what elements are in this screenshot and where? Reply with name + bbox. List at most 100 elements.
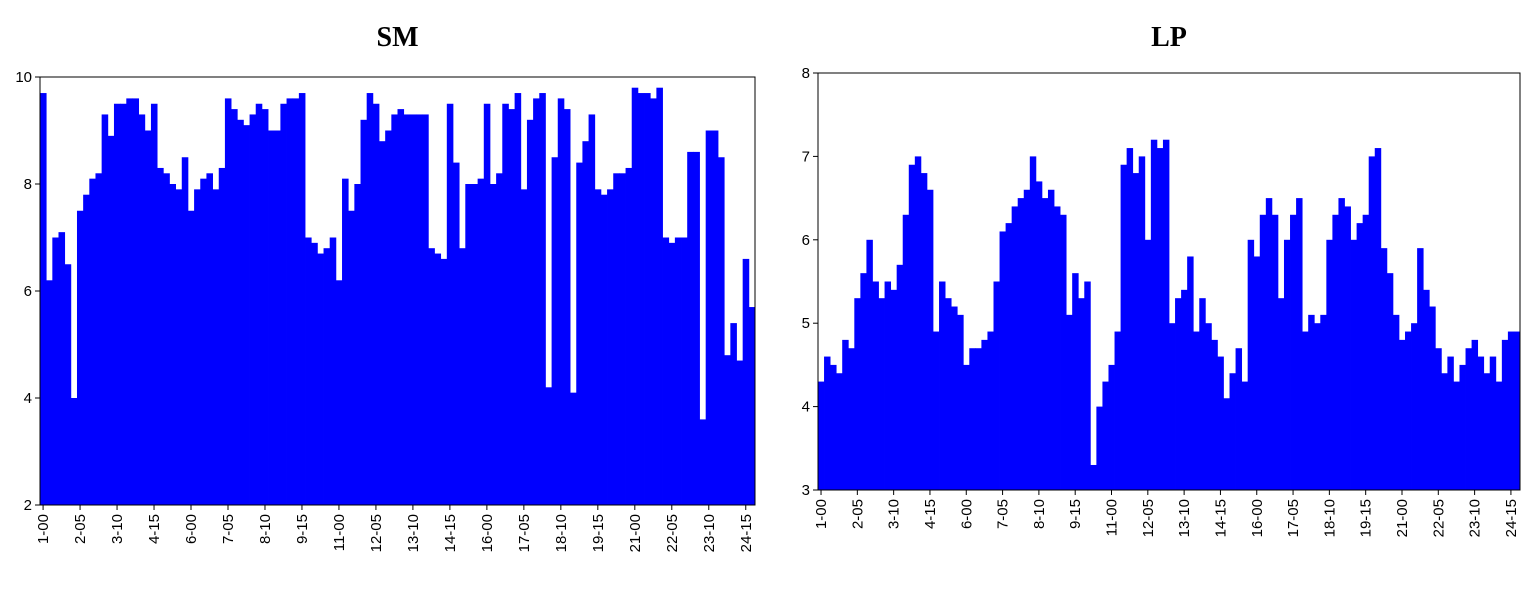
bar [268, 130, 275, 505]
bar [144, 130, 152, 505]
bar [1320, 314, 1327, 490]
bar [1265, 198, 1273, 490]
bar [1417, 248, 1424, 490]
bar [255, 103, 263, 505]
bar [848, 348, 855, 490]
bar [169, 184, 177, 505]
bar [1035, 181, 1043, 491]
y-tick-label: 2 [24, 497, 32, 514]
bar [1350, 239, 1358, 490]
bar [842, 339, 849, 490]
bar [866, 239, 873, 490]
bar [1017, 198, 1025, 490]
bar [46, 280, 53, 505]
bar [902, 214, 910, 490]
bar [563, 109, 571, 505]
bar [987, 331, 994, 490]
bar [1441, 373, 1448, 490]
bar [58, 232, 66, 505]
bar [705, 130, 713, 505]
bar [1138, 156, 1146, 490]
bar [120, 103, 127, 505]
bar [594, 189, 602, 505]
bar [1084, 281, 1091, 490]
bar [323, 248, 331, 505]
bar [1005, 223, 1013, 490]
bar [237, 119, 244, 506]
bar [366, 93, 374, 506]
bar [317, 253, 324, 505]
bar [292, 98, 300, 506]
y-tick-label: 6 [802, 232, 810, 249]
bar [600, 194, 608, 505]
bar [1356, 223, 1364, 490]
bar [1271, 214, 1279, 490]
bar [502, 103, 509, 505]
bar [496, 173, 503, 506]
bar [656, 87, 663, 505]
x-tick-label: 6-00 [183, 514, 200, 544]
bar [243, 125, 250, 506]
bar [1193, 331, 1200, 490]
bar [975, 348, 982, 490]
bar [409, 114, 417, 505]
bar [348, 210, 355, 505]
bar [533, 98, 540, 506]
bar [1054, 206, 1061, 490]
bar [440, 258, 448, 505]
x-tick-label: 1-00 [35, 514, 52, 544]
bar [311, 242, 318, 505]
bar [830, 364, 837, 490]
bar [1078, 298, 1085, 490]
x-tick-label: 3-10 [886, 499, 903, 529]
bar [1217, 356, 1224, 490]
bar [718, 157, 725, 505]
bar [896, 264, 904, 490]
bar [920, 173, 928, 490]
bar [1501, 339, 1509, 490]
bar [1072, 273, 1079, 490]
y-tick-label: 8 [802, 65, 810, 82]
y-tick-label: 6 [24, 283, 32, 300]
bar [730, 323, 737, 505]
bar [83, 194, 90, 505]
y-tick-label: 4 [802, 399, 810, 416]
bar [132, 98, 140, 506]
bar [1041, 198, 1049, 490]
bar [64, 264, 72, 505]
x-tick-label: 22-05 [664, 514, 681, 552]
y-tick-label: 4 [24, 390, 32, 407]
bar [298, 93, 306, 506]
x-tick-label: 19-15 [590, 514, 607, 552]
x-tick-label: 18-10 [553, 514, 570, 552]
bar [1283, 239, 1291, 490]
bar [724, 355, 731, 505]
chart-title: LP [1151, 22, 1187, 53]
x-tick-label: 18-10 [1321, 499, 1338, 537]
bar [187, 210, 195, 505]
bar [1308, 314, 1315, 490]
bar [631, 87, 639, 505]
x-tick-label: 14-15 [442, 514, 459, 552]
bar [218, 167, 226, 505]
bar [951, 306, 958, 490]
bar [181, 157, 189, 505]
bar [231, 109, 238, 505]
bar [1187, 256, 1194, 490]
bar [1108, 364, 1115, 490]
bar [1175, 298, 1182, 490]
bar [422, 114, 429, 505]
bar [1120, 164, 1128, 491]
x-tick-label: 13-10 [1176, 499, 1193, 537]
bar [668, 242, 676, 505]
bar [650, 98, 657, 506]
bar [1392, 314, 1400, 490]
bar [212, 189, 220, 505]
bar [107, 135, 115, 505]
bar [1374, 148, 1382, 490]
bar [1326, 239, 1333, 490]
bar [662, 237, 670, 505]
bar [1471, 339, 1479, 490]
bar [354, 184, 361, 505]
bar [582, 141, 589, 505]
